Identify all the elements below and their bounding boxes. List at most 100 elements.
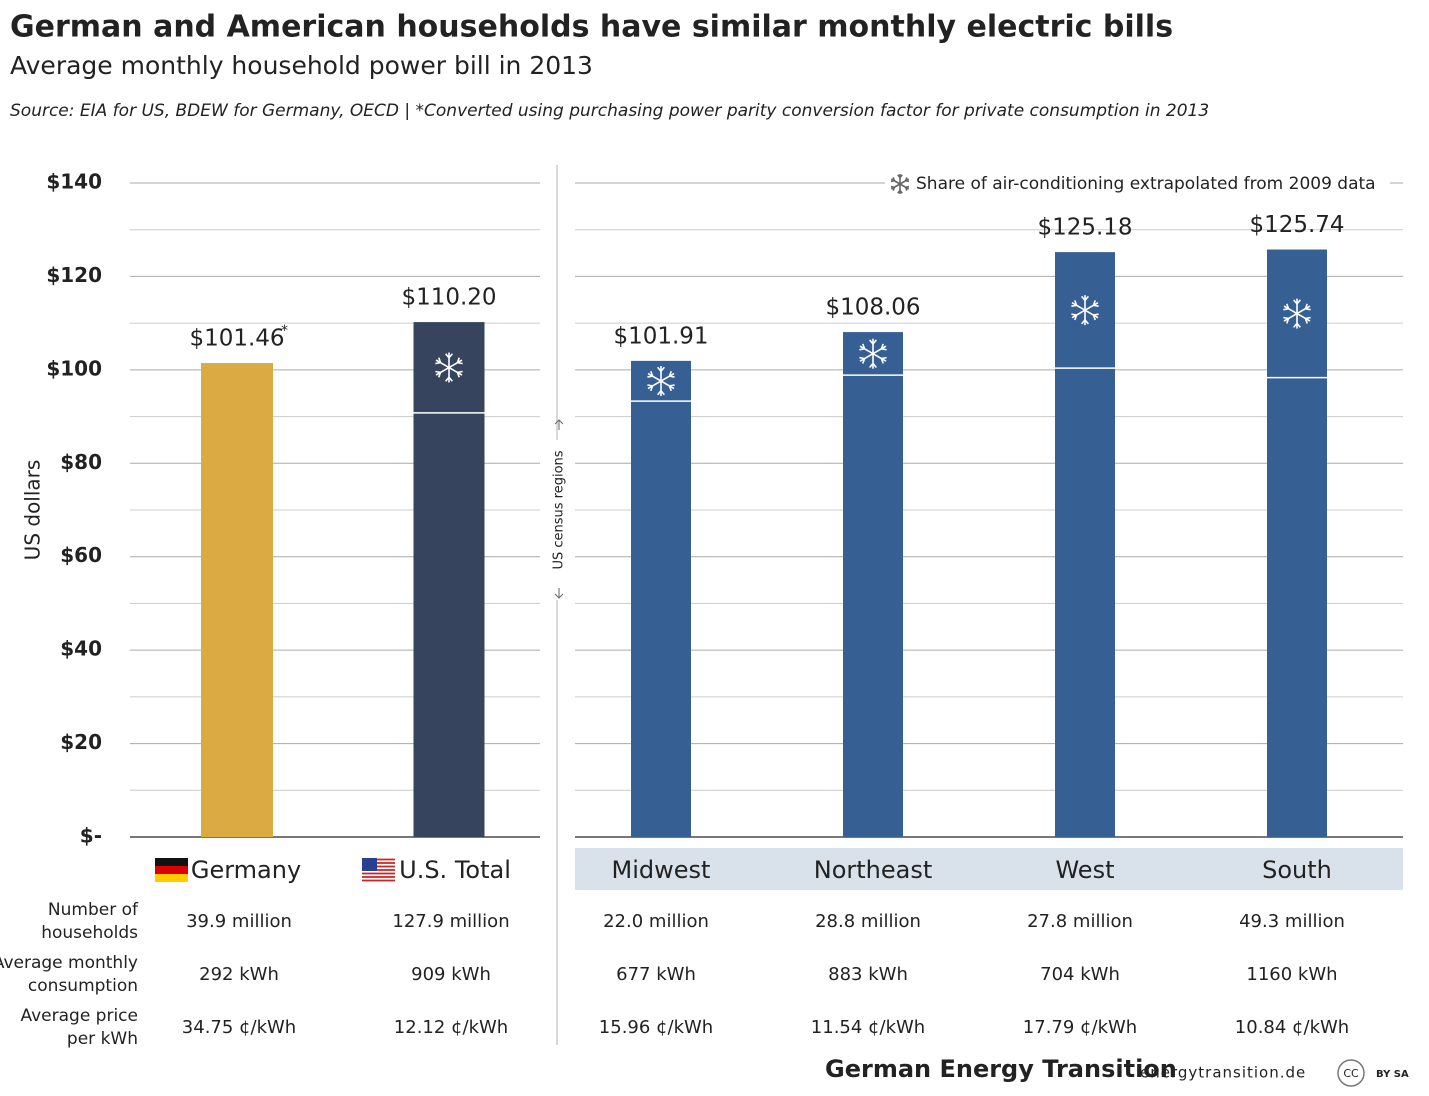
flake-barb [872,362,877,368]
flake-barb [438,372,442,378]
value-label: $101.46 [189,326,284,352]
footer-license: BY SA [1376,1069,1409,1080]
flake-barb [650,370,654,377]
flag-us [362,858,395,882]
flake-barb [1305,307,1311,311]
flake-barb [1296,322,1301,328]
flake-barb [904,177,908,182]
table-cell: 11.54 ¢/kWh [811,1017,925,1038]
cc-badge [1337,1059,1365,1087]
flake-barb [1092,314,1096,321]
annotation: Share of air-conditioning extrapolated f… [916,174,1376,194]
table-cell: 39.9 million [186,911,292,932]
y-tick-label: $- [80,824,102,848]
flake-barb [862,343,866,350]
value-label: $125.74 [1249,212,1344,238]
flake-barb [859,348,865,351]
flake-barb [1093,304,1099,307]
bar [843,332,903,837]
flake-barb [1084,295,1089,301]
category-label: Northeast [814,856,933,884]
flake-barb [1071,313,1077,316]
flake-barb [1296,299,1301,305]
category-label: West [1055,856,1114,884]
flag-de [155,874,188,882]
flake-barb [890,179,895,183]
flake-barb [859,356,865,360]
flake-barb [457,361,463,365]
row-label: consumption [28,976,138,996]
row-label: households [41,923,138,943]
footer-site: energytransition.de [1140,1064,1306,1082]
annotation-icon [890,174,910,194]
table-cell: 17.79 ¢/kWh [1023,1017,1137,1038]
table-cell: 704 kWh [1040,964,1120,985]
table-cell: 15.96 ¢/kWh [599,1017,713,1038]
flake-barb [456,372,460,378]
flake-barb [1293,299,1298,305]
flake-barb [869,362,874,368]
table-cell: 883 kWh [828,964,908,985]
flake-barb [445,353,450,359]
value-label: $110.20 [401,285,496,311]
flake-barb [435,361,441,365]
table-cell: 34.75 ¢/kWh [182,1017,296,1038]
flake-barb [905,185,910,189]
flake-barb [438,357,442,363]
table-cell: 10.84 ¢/kWh [1235,1017,1349,1038]
flake-barb [1286,303,1290,310]
flake-barb [880,343,884,350]
flake-barb [1286,318,1290,324]
row-label: Average monthly [0,953,138,973]
divider-arrows [554,419,564,599]
table-cell: 677 kWh [616,964,696,985]
flake-barb [435,370,441,374]
flake-barb [1304,303,1308,310]
flake-barb [668,370,672,377]
flake-barb [862,358,866,364]
flake-barb [1074,314,1078,321]
flake-barb [881,356,887,360]
footer-cc: CC [1343,1067,1359,1080]
flake-barb [1092,300,1096,306]
flake-barb [1074,300,1078,306]
note-mark: * [281,323,288,339]
flake-barb [1283,316,1289,320]
region-band [575,848,1403,890]
ac-icon [647,366,675,397]
flake-barb [448,376,453,382]
flake-barb [1084,319,1089,325]
flake-barb [657,390,662,396]
category-label: Germany [191,856,301,884]
y-tick-label: $100 [46,356,102,380]
table-cell: 127.9 million [392,911,509,932]
flake-barb [647,375,653,378]
category-label: South [1262,856,1332,884]
table-cell: 22.0 million [603,911,709,932]
flake-barb [456,357,460,363]
flake-barb [650,385,654,392]
ac-icon [1071,295,1099,326]
flag-de [155,858,188,866]
flake-barb [457,370,463,374]
flake-barb [448,353,453,359]
flake-barb [892,186,896,191]
flake-barb [669,384,675,387]
row-label: per kWh [67,1029,138,1049]
table-cell: 28.8 million [815,911,921,932]
flake-barb [445,376,450,382]
flake-barb [1071,304,1077,307]
row-label: Average price [20,1006,138,1026]
flake-barb [1304,318,1308,324]
flake-barb [897,174,901,179]
flake-barb [660,390,665,396]
flake-barb [1293,322,1298,328]
y-tick-label: $40 [60,637,102,661]
y-axis-label: US dollars [21,460,45,561]
y-tick-label: $120 [46,263,102,287]
category-label: Midwest [612,856,711,884]
value-label: $108.06 [825,295,920,321]
category-label: U.S. Total [399,856,511,884]
flake-barb [1093,313,1099,316]
